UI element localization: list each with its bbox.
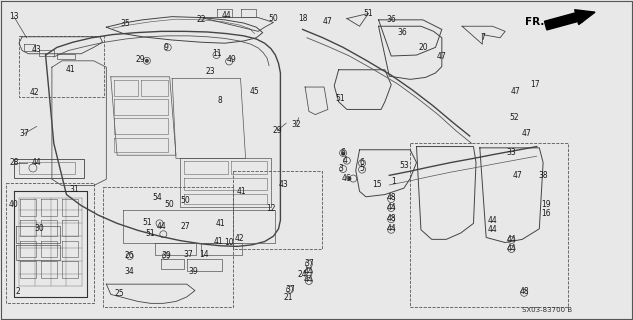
- Text: 42: 42: [30, 88, 40, 97]
- Text: 51: 51: [363, 9, 373, 18]
- Text: 36: 36: [386, 15, 396, 24]
- Text: 25: 25: [114, 289, 124, 298]
- Text: 47: 47: [522, 129, 532, 138]
- Text: 42: 42: [234, 234, 244, 243]
- Circle shape: [145, 59, 149, 63]
- Text: 39: 39: [188, 267, 198, 276]
- Text: 47: 47: [323, 17, 333, 26]
- Text: 11: 11: [211, 49, 222, 58]
- Text: 23: 23: [205, 67, 215, 76]
- Text: 8: 8: [218, 96, 223, 105]
- Text: 51: 51: [146, 229, 156, 238]
- Circle shape: [348, 177, 351, 180]
- Text: 29: 29: [135, 55, 146, 64]
- Text: 41: 41: [66, 65, 76, 74]
- Text: 5: 5: [360, 164, 365, 173]
- Text: 37: 37: [304, 259, 314, 268]
- Circle shape: [341, 152, 345, 156]
- Text: 44: 44: [156, 222, 166, 231]
- Text: 43: 43: [32, 45, 42, 54]
- Text: 41: 41: [215, 219, 225, 228]
- Text: 9: 9: [163, 43, 168, 52]
- Text: 29: 29: [272, 126, 282, 135]
- Text: 3: 3: [338, 164, 343, 173]
- Text: 44: 44: [386, 203, 396, 212]
- Text: 20: 20: [418, 43, 428, 52]
- Text: SX03-83700 B: SX03-83700 B: [522, 308, 573, 313]
- Text: 19: 19: [541, 200, 551, 209]
- Text: 24: 24: [298, 270, 308, 279]
- Text: 51: 51: [142, 218, 152, 227]
- Text: 32: 32: [291, 120, 301, 129]
- Text: 18: 18: [298, 14, 308, 23]
- Text: 30: 30: [34, 224, 44, 233]
- Text: FR.: FR.: [525, 17, 544, 28]
- Text: 48: 48: [386, 193, 396, 202]
- Text: 1: 1: [391, 177, 396, 186]
- Text: 34: 34: [125, 267, 135, 276]
- Text: 41: 41: [213, 237, 223, 246]
- Text: 35: 35: [120, 19, 130, 28]
- Text: 51: 51: [335, 94, 346, 103]
- Text: 40: 40: [9, 200, 19, 209]
- Text: 50: 50: [180, 196, 190, 204]
- Text: 17: 17: [530, 80, 540, 89]
- Text: 4: 4: [342, 156, 348, 165]
- Text: 45: 45: [249, 87, 260, 96]
- Text: 53: 53: [399, 161, 409, 170]
- Text: 31: 31: [70, 185, 80, 194]
- Text: 39: 39: [161, 251, 171, 260]
- Text: 44: 44: [304, 276, 314, 284]
- Text: 21: 21: [283, 293, 293, 302]
- Text: 13: 13: [9, 12, 19, 21]
- Text: 2: 2: [15, 287, 20, 296]
- Text: 6: 6: [360, 158, 365, 167]
- Text: 12: 12: [266, 204, 276, 213]
- Text: 28: 28: [9, 158, 19, 167]
- Text: 27: 27: [180, 222, 190, 231]
- Text: 7: 7: [480, 33, 485, 42]
- Text: 48: 48: [519, 287, 529, 296]
- Text: 6: 6: [341, 148, 346, 157]
- Text: 44: 44: [386, 224, 396, 233]
- Text: 37: 37: [19, 129, 29, 138]
- Text: 26: 26: [125, 251, 135, 260]
- Text: 47: 47: [511, 87, 521, 96]
- Text: 54: 54: [152, 193, 162, 202]
- FancyArrow shape: [544, 10, 595, 30]
- Text: 48: 48: [386, 214, 396, 223]
- Text: 37: 37: [285, 285, 295, 294]
- Text: 41: 41: [237, 187, 247, 196]
- Text: 52: 52: [509, 113, 519, 122]
- Text: 43: 43: [279, 180, 289, 189]
- Text: 44: 44: [32, 158, 42, 167]
- Text: 10: 10: [224, 238, 234, 247]
- Text: 22: 22: [196, 15, 206, 24]
- Text: 44: 44: [487, 216, 498, 225]
- Text: 15: 15: [372, 180, 382, 189]
- Text: 44: 44: [506, 235, 517, 244]
- Text: 47: 47: [437, 52, 447, 61]
- Text: 49: 49: [226, 55, 236, 64]
- Text: 44: 44: [487, 225, 498, 234]
- Text: 44: 44: [304, 267, 314, 276]
- Text: 50: 50: [268, 14, 279, 23]
- Text: 37: 37: [184, 250, 194, 259]
- Text: 50: 50: [165, 200, 175, 209]
- Text: 44: 44: [222, 11, 232, 20]
- Text: 33: 33: [506, 148, 517, 157]
- Text: 47: 47: [513, 171, 523, 180]
- Text: 14: 14: [199, 250, 209, 259]
- Text: 36: 36: [397, 28, 407, 37]
- Text: 44: 44: [506, 244, 517, 253]
- Text: 46: 46: [342, 174, 352, 183]
- Text: 16: 16: [541, 209, 551, 218]
- Text: 38: 38: [538, 171, 548, 180]
